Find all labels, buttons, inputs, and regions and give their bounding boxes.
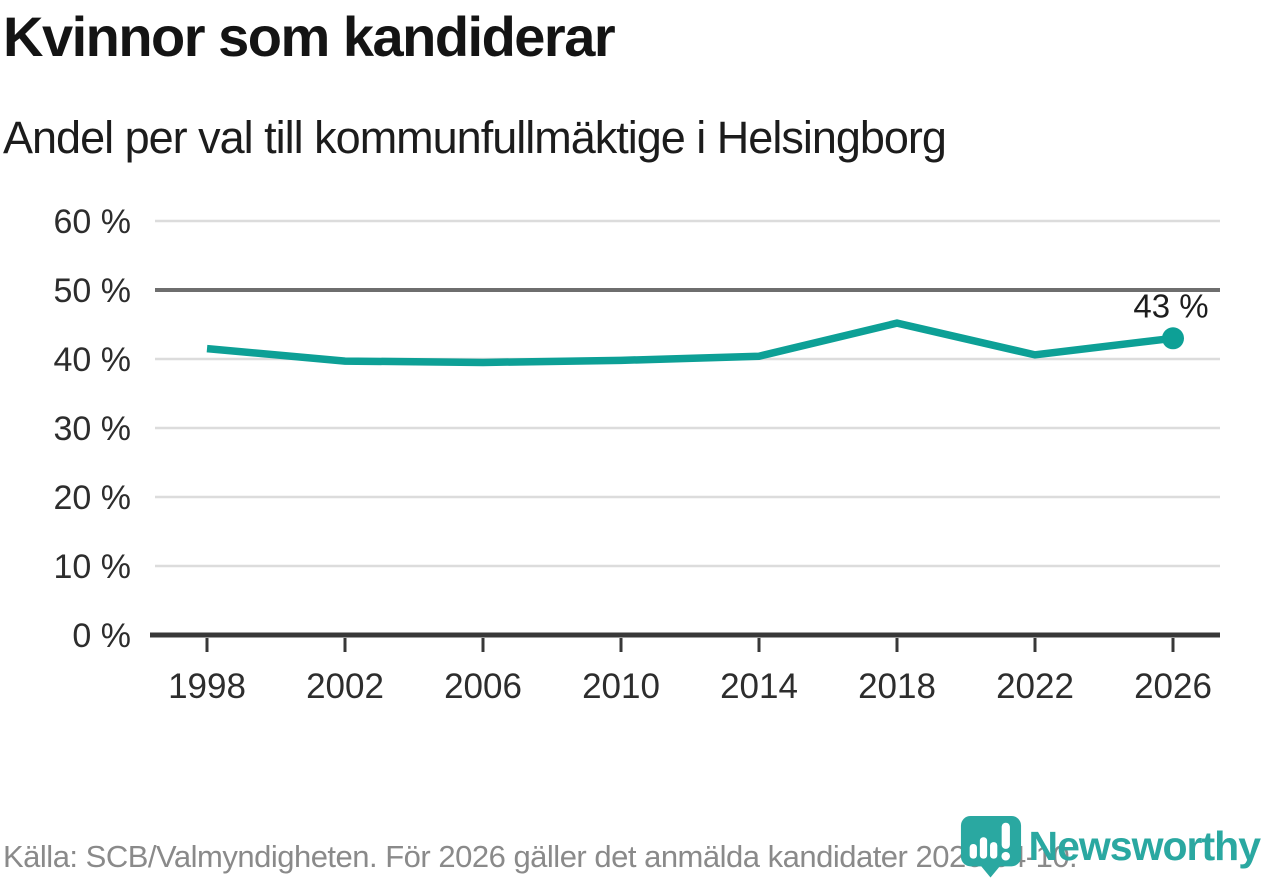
y-axis-label: 0 % (72, 617, 131, 655)
y-axis-label: 60 % (54, 203, 132, 241)
chart-title: Kvinnor som kandiderar (3, 5, 616, 68)
x-axis-label: 2006 (444, 667, 522, 706)
map-pin-bar-chart-icon (960, 815, 1021, 878)
source-note: Källa: SCB/Valmyndigheten. För 2026 gäll… (3, 839, 1078, 874)
y-axis-label: 20 % (54, 479, 132, 517)
y-axis-label: 30 % (54, 410, 132, 448)
y-axis-label: 10 % (54, 548, 132, 586)
x-axis-label: 2018 (858, 667, 936, 706)
x-axis-label: 2022 (996, 667, 1074, 706)
x-axis-label: 1998 (168, 667, 246, 706)
data-line (206, 319, 1174, 367)
x-axis-label: 2010 (582, 667, 660, 706)
last-data-point-label: 43 % (1133, 287, 1208, 324)
last-data-point-marker (1162, 327, 1184, 350)
x-axis-label: 2026 (1134, 667, 1212, 706)
x-axis-label: 2002 (306, 667, 384, 706)
logo-wordmark: Newsworthy (1028, 822, 1261, 869)
newsworthy-logo: Newsworthy (959, 813, 1261, 879)
y-axis-label: 50 % (54, 272, 132, 310)
x-axis-label: 2014 (720, 667, 798, 706)
chart-subtitle: Andel per val till kommunfullmäktige i H… (3, 112, 947, 163)
y-axis-label: 40 % (54, 341, 132, 379)
